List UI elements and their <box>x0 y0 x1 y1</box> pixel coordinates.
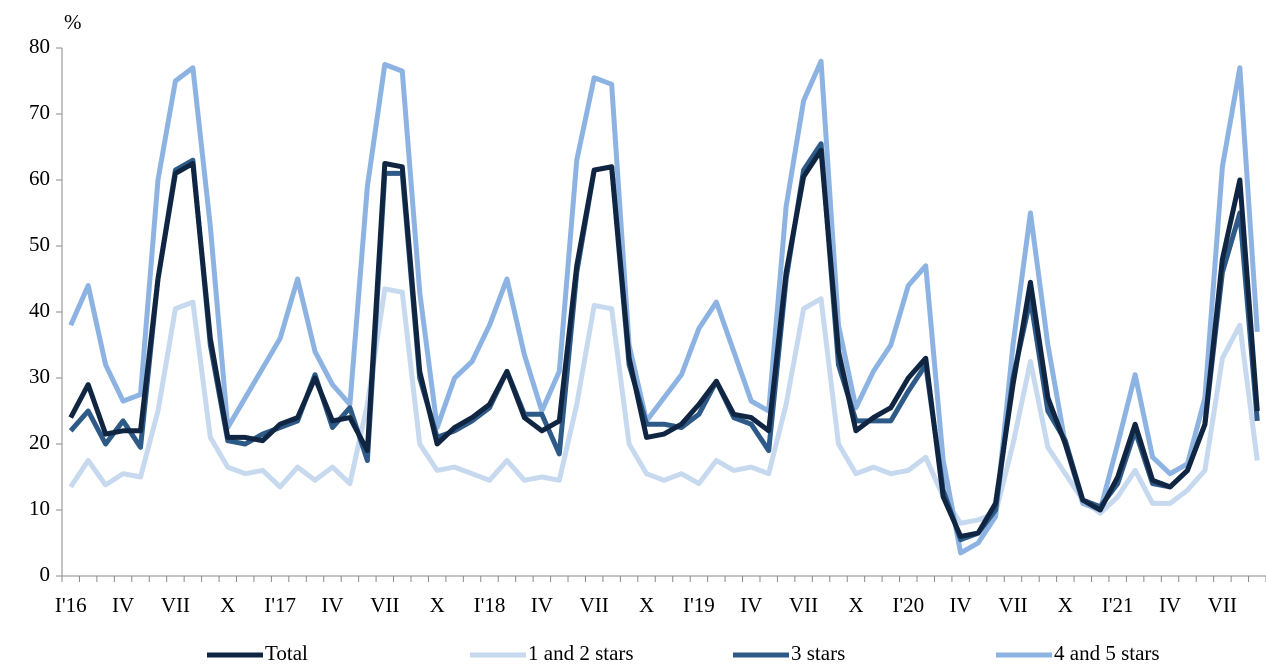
legend-label: 4 and 5 stars <box>1054 641 1160 665</box>
legend-label: 3 stars <box>791 641 845 665</box>
y-tick-label: 30 <box>29 364 50 388</box>
y-tick-label: 0 <box>40 562 51 586</box>
x-tick-label: IV <box>950 593 972 617</box>
x-tick-label: IV <box>531 593 553 617</box>
x-tick-label: VII <box>789 593 818 617</box>
x-tick-label: IV <box>740 593 762 617</box>
series-line <box>68 147 1260 539</box>
y-tick-label: 50 <box>29 232 50 256</box>
x-tick-label: VII <box>580 593 609 617</box>
y-tick-label: 70 <box>29 100 50 124</box>
y-tick-label: 20 <box>29 430 50 454</box>
x-tick-label: I'18 <box>474 593 506 617</box>
x-tick-label: X <box>1058 593 1073 617</box>
y-tick-label: 80 <box>29 34 50 58</box>
x-tick-label: VII <box>161 593 190 617</box>
x-tick-label: X <box>430 593 445 617</box>
y-tick-label: 40 <box>29 298 50 322</box>
x-tick-label: VII <box>1208 593 1237 617</box>
x-tick-label: I'20 <box>892 593 924 617</box>
y-axis-unit: % <box>64 10 82 34</box>
x-tick-label: I'19 <box>683 593 715 617</box>
x-tick-label: X <box>848 593 863 617</box>
x-tick-label: X <box>639 593 654 617</box>
x-tick-label: VII <box>370 593 399 617</box>
series-line <box>68 58 1260 556</box>
x-tick-label: IV <box>1159 593 1181 617</box>
x-tick-label: X <box>220 593 235 617</box>
x-tick-label: IV <box>321 593 343 617</box>
legend-label: 1 and 2 stars <box>528 641 634 665</box>
legend-label: Total <box>265 641 308 665</box>
x-tick-label: I'16 <box>55 593 87 617</box>
y-tick-label: 10 <box>29 496 50 520</box>
x-tick-label: IV <box>112 593 134 617</box>
y-tick-label: 60 <box>29 166 50 190</box>
x-tick-label: I'21 <box>1102 593 1134 617</box>
series-line <box>68 286 1260 526</box>
x-tick-label: I'17 <box>264 593 296 617</box>
x-tick-label: VII <box>998 593 1027 617</box>
